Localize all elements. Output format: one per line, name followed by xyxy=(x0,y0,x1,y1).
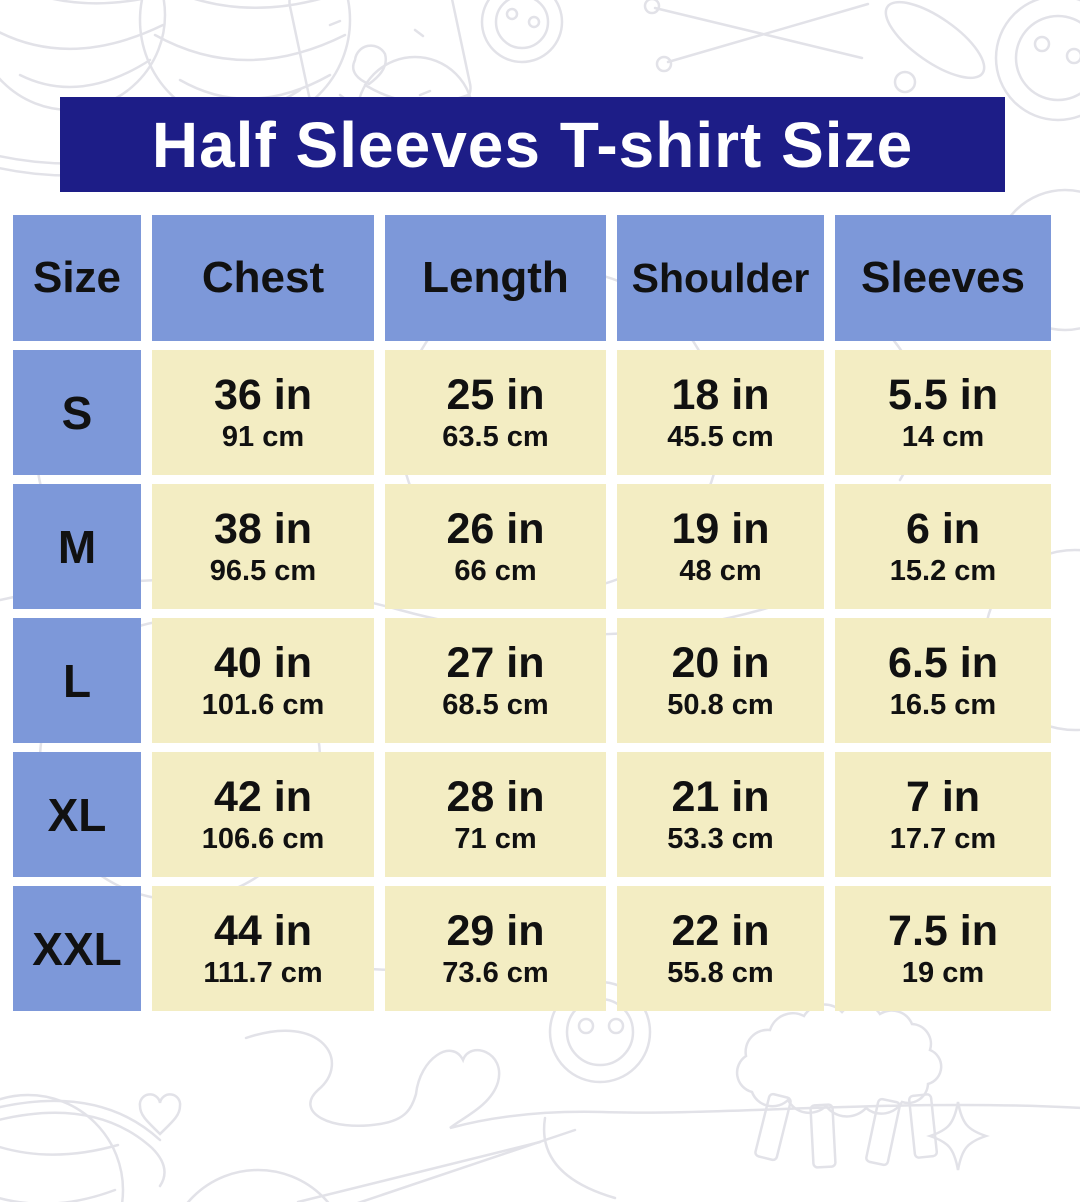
heart-icon xyxy=(138,1093,182,1136)
value-cm: 19 cm xyxy=(901,956,985,989)
value-inches: 6.5 in xyxy=(888,639,998,688)
value-cm: 101.6 cm xyxy=(201,688,325,721)
row-label-xxl: XXL xyxy=(13,886,141,1011)
value-inches: 19 in xyxy=(671,505,770,554)
row-label-xl: XL xyxy=(13,752,141,877)
safety-pin-icon xyxy=(884,0,986,94)
value-inches: 21 in xyxy=(671,773,770,822)
cell-l-shoulder: 20 in 50.8 cm xyxy=(617,618,824,743)
cell-l-chest: 40 in 101.6 cm xyxy=(152,618,374,743)
value-cm: 91 cm xyxy=(221,420,305,453)
cell-xxl-chest: 44 in 111.7 cm xyxy=(152,886,374,1011)
cell-s-length: 25 in 63.5 cm xyxy=(385,350,606,475)
value-inches: 22 in xyxy=(671,907,770,956)
value-cm: 14 cm xyxy=(901,420,985,453)
cell-xl-length: 28 in 71 cm xyxy=(385,752,606,877)
button-icon xyxy=(994,0,1080,122)
value-cm: 45.5 cm xyxy=(667,420,774,453)
row-label-s: S xyxy=(13,350,141,475)
sparkle-icon xyxy=(926,1101,990,1171)
value-cm: 111.7 cm xyxy=(203,956,323,989)
cell-xxl-shoulder: 22 in 55.8 cm xyxy=(617,886,824,1011)
cell-l-length: 27 in 68.5 cm xyxy=(385,618,606,743)
value-cm: 16.5 cm xyxy=(889,688,997,721)
knitting-needles-icon xyxy=(643,0,870,73)
value-cm: 53.3 cm xyxy=(667,822,774,855)
value-inches: 27 in xyxy=(446,639,545,688)
value-inches: 26 in xyxy=(446,505,545,554)
yarn-ball-icon xyxy=(0,1093,125,1202)
column-header-sleeves: Sleeves xyxy=(835,215,1051,341)
cell-s-sleeves: 5.5 in 14 cm xyxy=(835,350,1051,475)
value-cm: 55.8 cm xyxy=(667,956,774,989)
cell-m-chest: 38 in 96.5 cm xyxy=(152,484,374,609)
value-inches: 20 in xyxy=(671,639,770,688)
value-cm: 50.8 cm xyxy=(667,688,774,721)
value-cm: 68.5 cm xyxy=(442,688,549,721)
cell-m-shoulder: 19 in 48 cm xyxy=(617,484,824,609)
size-chart-table: Size Chest Length Shoulder Sleeves S 36 … xyxy=(13,215,1051,1011)
cell-xl-chest: 42 in 106.6 cm xyxy=(152,752,374,877)
title-banner: Half Sleeves T-shirt Size xyxy=(60,97,1005,192)
sheep-icon xyxy=(735,1002,943,1169)
yarn-thread-icon xyxy=(244,1029,1080,1130)
cell-xl-sleeves: 7 in 17.7 cm xyxy=(835,752,1051,877)
page-title: Half Sleeves T-shirt Size xyxy=(151,108,914,181)
value-cm: 63.5 cm xyxy=(442,420,549,453)
value-cm: 17.7 cm xyxy=(889,822,997,855)
value-inches: 36 in xyxy=(214,371,312,420)
row-label-l: L xyxy=(13,618,141,743)
button-icon xyxy=(480,0,564,64)
cell-s-chest: 36 in 91 cm xyxy=(152,350,374,475)
value-cm: 73.6 cm xyxy=(442,956,549,989)
value-cm: 66 cm xyxy=(454,554,537,587)
value-inches: 38 in xyxy=(214,505,312,554)
value-inches: 18 in xyxy=(671,371,770,420)
column-header-chest: Chest xyxy=(152,215,374,341)
value-inches: 44 in xyxy=(214,907,312,956)
value-inches: 40 in xyxy=(214,639,312,688)
column-header-length: Length xyxy=(385,215,606,341)
value-cm: 15.2 cm xyxy=(889,554,997,587)
knitting-needles-icon xyxy=(296,1116,617,1202)
cell-xxl-sleeves: 7.5 in 19 cm xyxy=(835,886,1051,1011)
cell-m-sleeves: 6 in 15.2 cm xyxy=(835,484,1051,609)
cell-m-length: 26 in 66 cm xyxy=(385,484,606,609)
value-inches: 6 in xyxy=(905,505,981,554)
value-cm: 48 cm xyxy=(679,554,762,587)
value-inches: 28 in xyxy=(446,773,545,822)
value-inches: 7 in xyxy=(905,773,981,822)
value-inches: 29 in xyxy=(446,907,545,956)
yarn-ball-icon xyxy=(186,1168,330,1202)
value-cm: 106.6 cm xyxy=(201,822,325,855)
value-inches: 5.5 in xyxy=(888,371,998,420)
value-inches: 25 in xyxy=(446,371,545,420)
cell-xl-shoulder: 21 in 53.3 cm xyxy=(617,752,824,877)
row-label-m: M xyxy=(13,484,141,609)
value-inches: 7.5 in xyxy=(888,907,998,956)
column-header-shoulder: Shoulder xyxy=(617,215,824,341)
column-header-size: Size xyxy=(13,215,141,341)
value-cm: 96.5 cm xyxy=(209,554,317,587)
value-cm: 71 cm xyxy=(454,822,537,855)
value-inches: 42 in xyxy=(214,773,312,822)
crochet-hook-icon xyxy=(0,1099,166,1188)
cell-xxl-length: 29 in 73.6 cm xyxy=(385,886,606,1011)
cell-l-sleeves: 6.5 in 16.5 cm xyxy=(835,618,1051,743)
cell-s-shoulder: 18 in 45.5 cm xyxy=(617,350,824,475)
